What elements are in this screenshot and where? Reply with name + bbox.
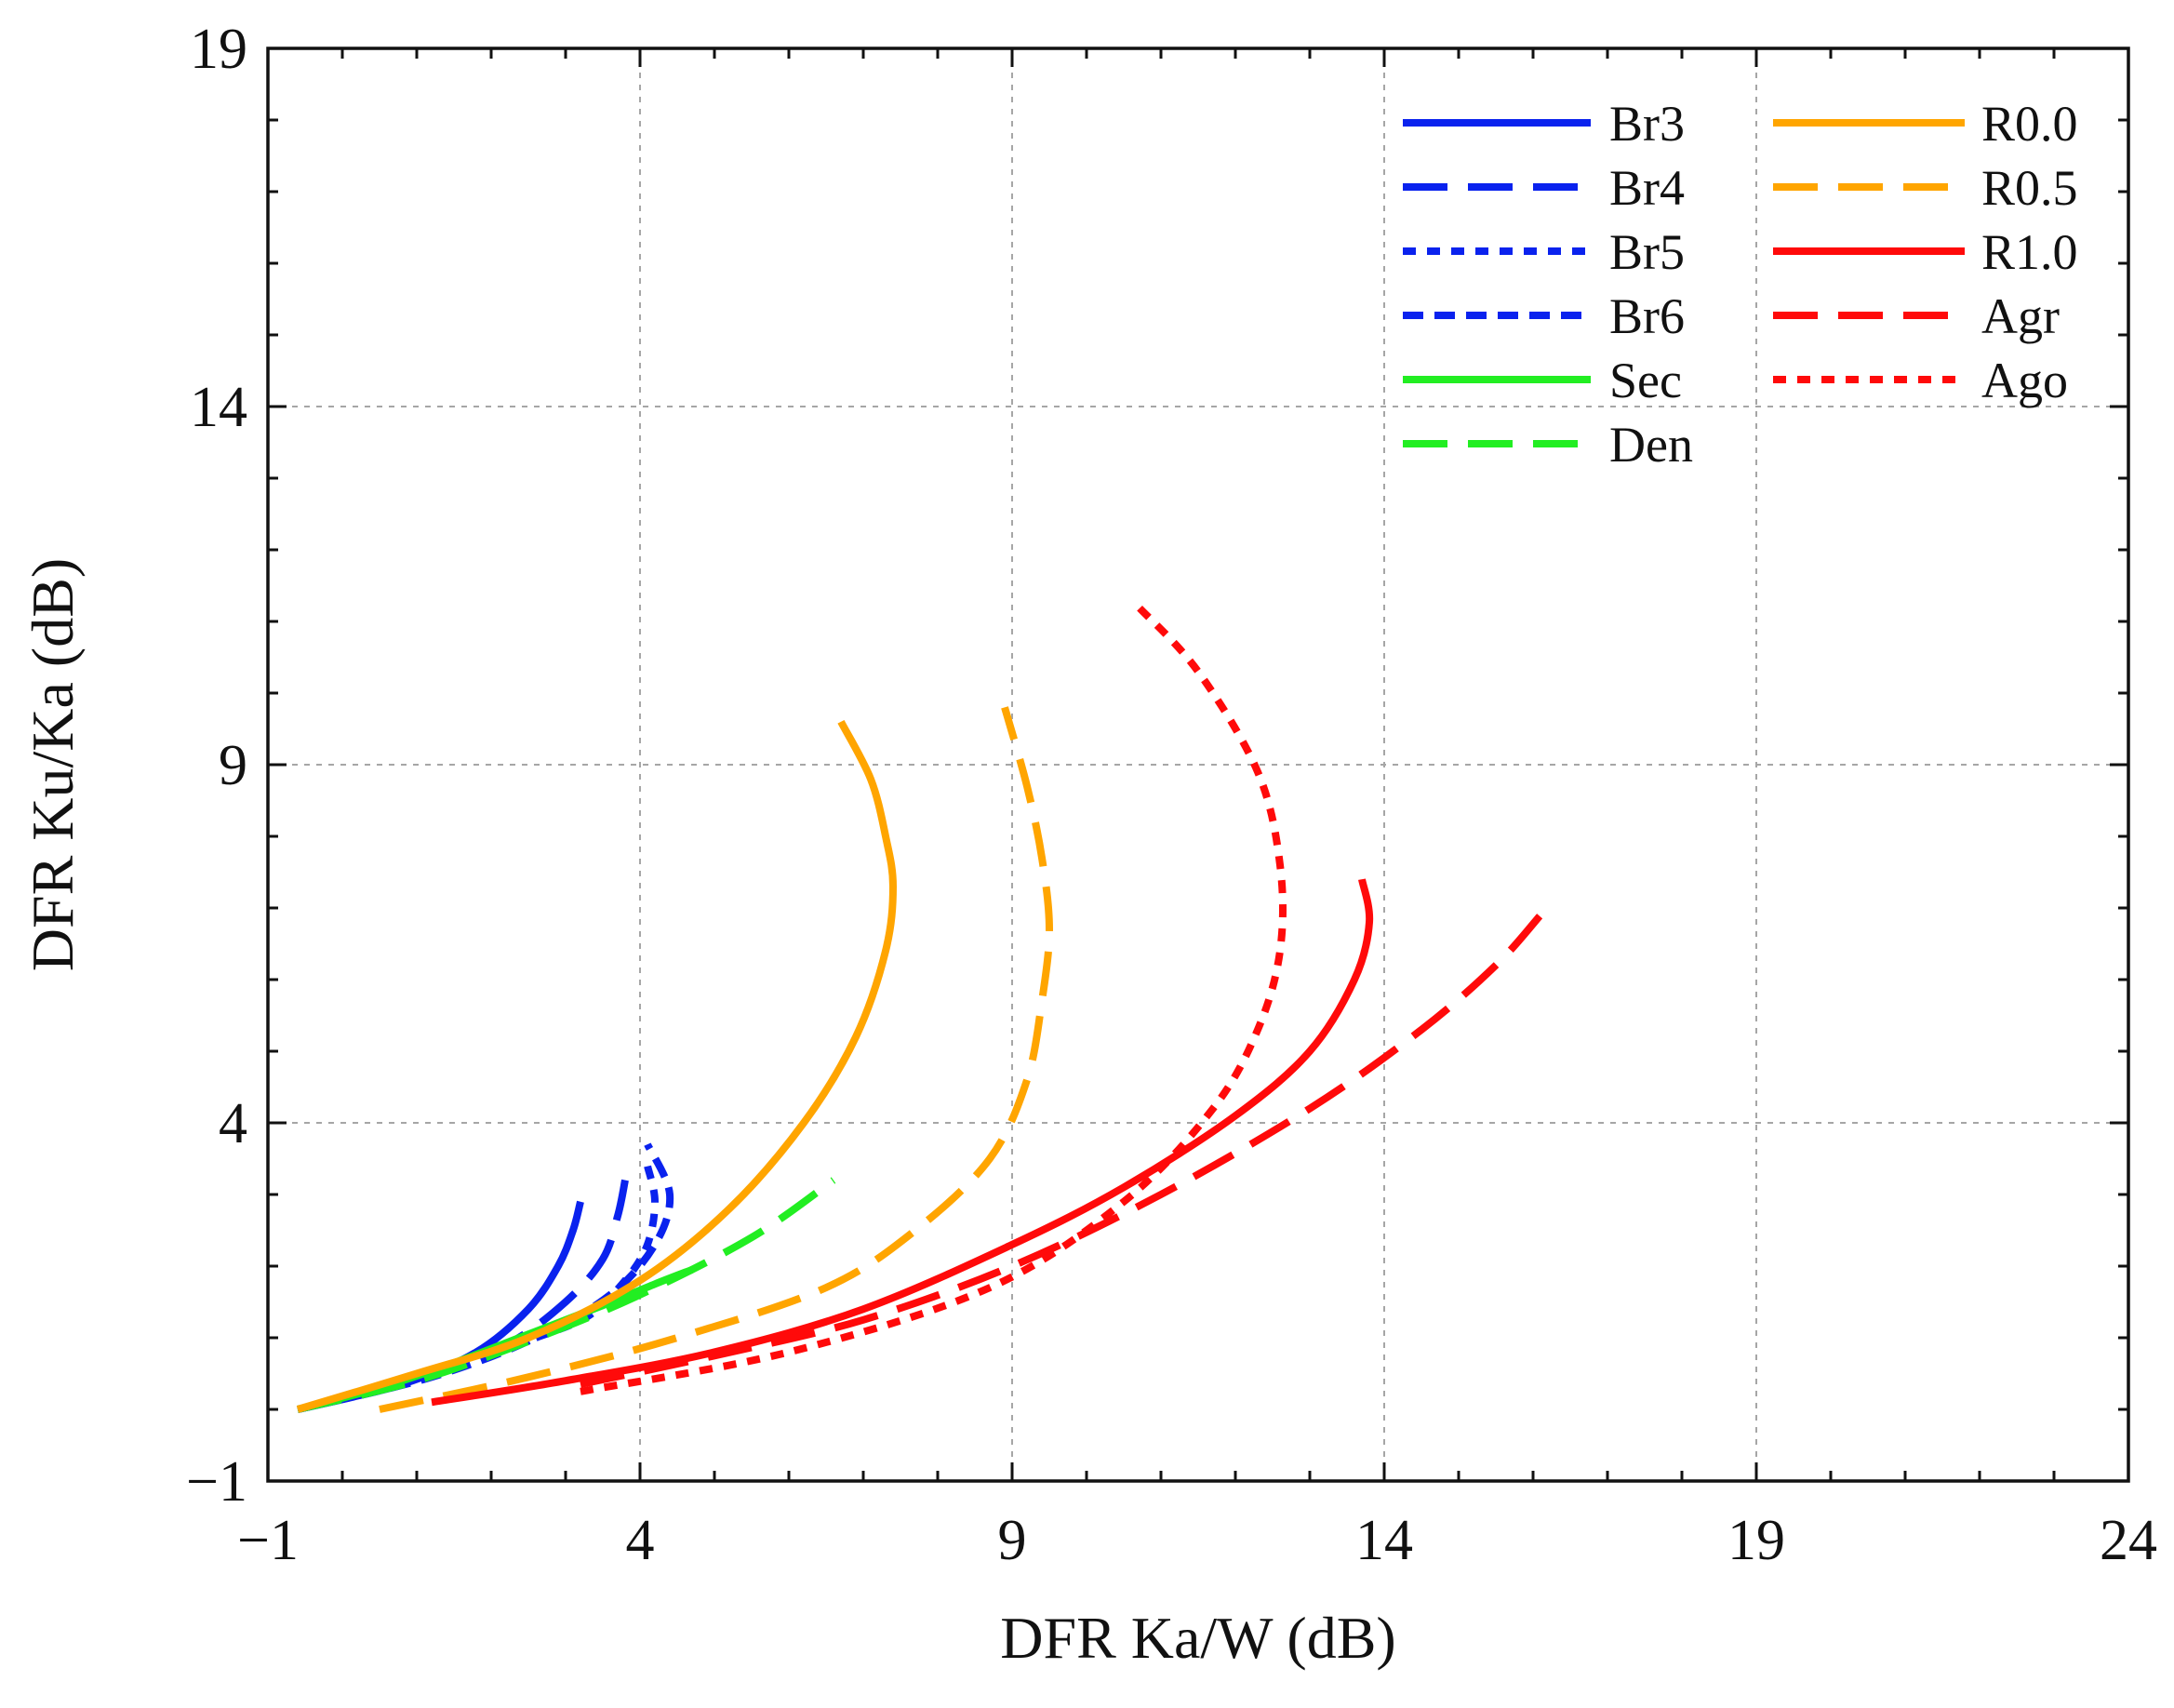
series-line-agr (580, 913, 1544, 1388)
series-line-r0-0 (296, 719, 897, 1413)
grid (268, 48, 2128, 1481)
series-lines (296, 604, 1544, 1413)
x-tick-label: 14 (1355, 1509, 1413, 1572)
y-axis-label: DFR Ku/Ka (dB) (20, 558, 86, 971)
tick-labels: −1 4 9 14 19 24 −1 4 9 14 19 (186, 18, 2157, 1572)
series-line-den (297, 1177, 836, 1413)
series-line-r0-5 (379, 706, 1053, 1413)
x-tick-label: 9 (998, 1509, 1027, 1572)
legend-label-r1-0: R1.0 (1981, 224, 2078, 280)
y-tick-label: −1 (186, 1450, 247, 1514)
legend-label-agr: Agr (1981, 288, 2060, 344)
legend-label-den: Den (1609, 417, 1693, 473)
y-tick-label: 4 (219, 1092, 247, 1155)
legend-label-br6: Br6 (1609, 288, 1685, 344)
series-line-ago (580, 604, 1287, 1395)
x-tick-label: 19 (1727, 1509, 1785, 1572)
x-tick-label: 24 (2100, 1509, 2157, 1572)
series-line-r1-0 (431, 878, 1374, 1407)
series-line-br6 (297, 1142, 674, 1413)
y-tick-label: 14 (190, 376, 247, 439)
legend-label-br5: Br5 (1609, 224, 1685, 280)
legend-label-br4: Br4 (1609, 160, 1685, 216)
legend: Br3 Br4 Br5 Br6 Sec Den R0.0 R0.5 R1.0 Agr Ago (1403, 96, 2078, 473)
legend-label-sec: Sec (1609, 353, 1682, 408)
legend-label-ago: Ago (1981, 353, 2068, 408)
legend-label-br3: Br3 (1609, 96, 1685, 152)
y-tick-label: 19 (190, 18, 247, 81)
x-tick-label: −1 (237, 1509, 299, 1572)
x-tick-label: 4 (626, 1509, 655, 1572)
axis-ticks (266, 47, 2130, 1483)
legend-label-r0-5: R0.5 (1981, 160, 2078, 216)
y-tick-label: 9 (219, 734, 247, 797)
x-axis-label: DFR Ka/W (dB) (1000, 1605, 1395, 1671)
legend-label-r0-0: R0.0 (1981, 96, 2078, 152)
